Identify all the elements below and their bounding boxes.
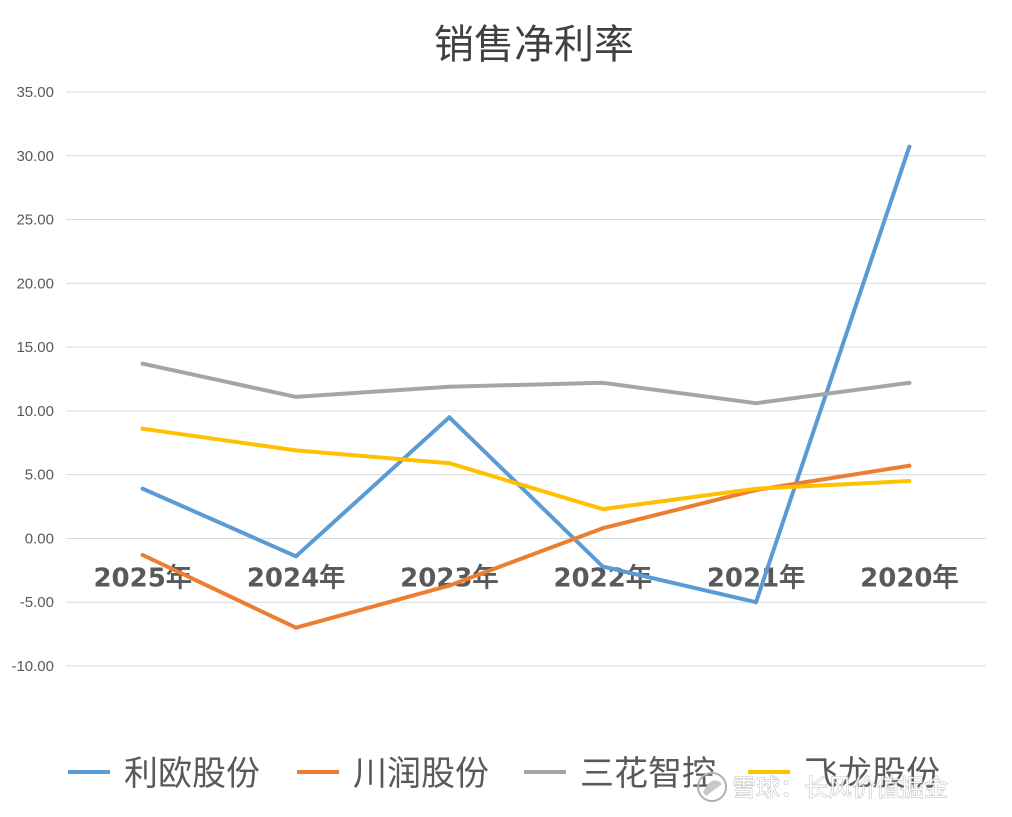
data-point	[754, 401, 758, 406]
series-line-4	[140, 426, 912, 512]
y-tick-label: 25.00	[16, 212, 54, 229]
legend-label: 飞龙股份	[804, 754, 940, 794]
data-point	[140, 553, 145, 558]
x-tick-label: 2021年	[707, 562, 805, 593]
y-tick-label: 15.00	[16, 339, 54, 356]
series-line-3	[140, 361, 912, 406]
data-point	[907, 463, 912, 468]
data-point	[754, 486, 758, 491]
legend-label: 三花智控	[580, 754, 716, 794]
data-point	[600, 564, 605, 569]
snowball-logo-icon	[697, 772, 727, 802]
x-tick-label: 2020年	[860, 562, 958, 593]
legend-item: 利欧股份	[68, 754, 260, 794]
data-point	[447, 415, 452, 420]
watermark-text: 雪球：长风价值掘金	[732, 774, 948, 802]
legend-item: 三花智控	[524, 754, 716, 794]
y-tick-label: 10.00	[16, 403, 54, 420]
watermark: 雪球：长风价值掘金	[697, 772, 948, 802]
data-point	[294, 394, 298, 399]
data-point	[294, 554, 298, 559]
data-point	[140, 426, 145, 431]
data-point	[294, 448, 298, 453]
data-point	[140, 361, 145, 366]
data-point	[140, 486, 145, 491]
data-point	[754, 600, 758, 605]
y-tick-label: -5.00	[20, 594, 54, 611]
legend-item: 川润股份	[297, 754, 489, 794]
legend: 利欧股份 川润股份 三花智控 飞龙股份	[68, 754, 940, 794]
data-point	[600, 507, 605, 512]
x-tick-label: 2025年	[93, 562, 191, 593]
y-tick-label: 35.00	[16, 84, 54, 101]
data-point	[600, 380, 605, 385]
data-point	[294, 625, 298, 630]
y-tick-label: 30.00	[16, 148, 54, 165]
data-point	[907, 144, 912, 149]
series-lines	[140, 144, 912, 630]
legend-label: 川润股份	[353, 754, 489, 794]
x-tick-label: 2023年	[400, 562, 498, 593]
data-point	[907, 479, 912, 484]
y-axis-ticks: 35.00 30.00 25.00 20.00 15.00 10.00 5.00 0.00 -5…	[11, 84, 54, 675]
data-point	[447, 461, 452, 466]
data-point	[447, 384, 452, 389]
y-tick-label: 20.00	[16, 275, 54, 292]
legend-label: 利欧股份	[124, 754, 260, 794]
chart-title: 销售净利率	[434, 22, 634, 68]
data-point	[907, 380, 912, 385]
y-tick-label: 5.00	[25, 467, 54, 484]
y-tick-label: 0.00	[25, 530, 54, 547]
x-tick-label: 2024年	[247, 562, 345, 593]
x-axis-ticks: 2025年 2024年 2023年 2022年 2021年 2020年	[93, 562, 958, 593]
series-line-1	[140, 144, 912, 605]
data-point	[447, 583, 452, 588]
legend-item: 飞龙股份	[748, 754, 940, 794]
y-tick-label: -10.00	[11, 658, 54, 675]
gridlines	[66, 91, 986, 667]
data-point	[600, 526, 605, 531]
